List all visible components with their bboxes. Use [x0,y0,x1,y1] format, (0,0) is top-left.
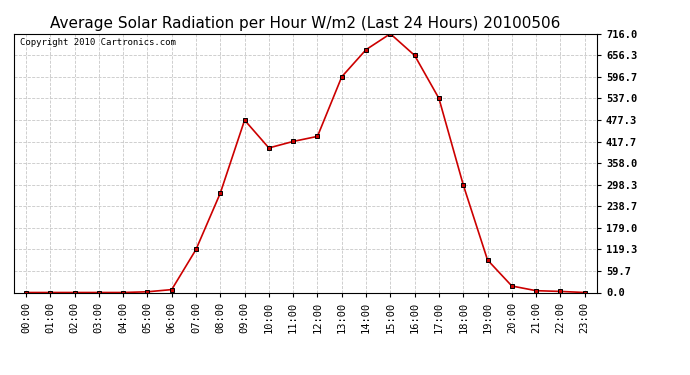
Text: Copyright 2010 Cartronics.com: Copyright 2010 Cartronics.com [19,38,175,46]
Title: Average Solar Radiation per Hour W/m2 (Last 24 Hours) 20100506: Average Solar Radiation per Hour W/m2 (L… [50,16,560,31]
